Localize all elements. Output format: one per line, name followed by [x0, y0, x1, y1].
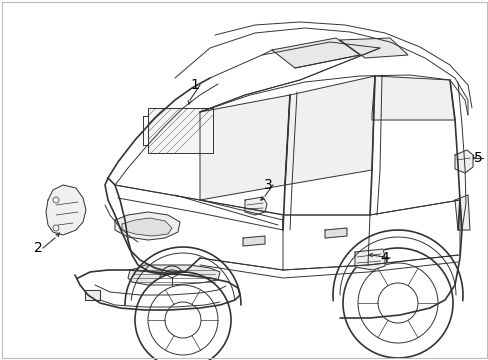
Polygon shape	[354, 249, 384, 270]
Polygon shape	[46, 185, 86, 235]
Text: 1: 1	[190, 78, 199, 92]
Polygon shape	[128, 265, 220, 285]
Polygon shape	[271, 38, 359, 68]
Circle shape	[135, 272, 230, 360]
Polygon shape	[371, 76, 454, 120]
Polygon shape	[200, 95, 289, 200]
Polygon shape	[243, 236, 264, 246]
Text: 5: 5	[473, 151, 481, 165]
Polygon shape	[339, 38, 407, 58]
Polygon shape	[454, 150, 472, 173]
Bar	[148, 108, 213, 153]
Polygon shape	[454, 195, 469, 230]
Text: 2: 2	[34, 241, 42, 255]
Polygon shape	[85, 290, 100, 300]
Polygon shape	[325, 228, 346, 238]
Circle shape	[342, 248, 452, 358]
Polygon shape	[122, 218, 172, 236]
Polygon shape	[285, 76, 374, 185]
Text: 3: 3	[263, 178, 272, 192]
Polygon shape	[244, 197, 266, 215]
Text: 4: 4	[380, 251, 388, 265]
Polygon shape	[115, 212, 180, 240]
